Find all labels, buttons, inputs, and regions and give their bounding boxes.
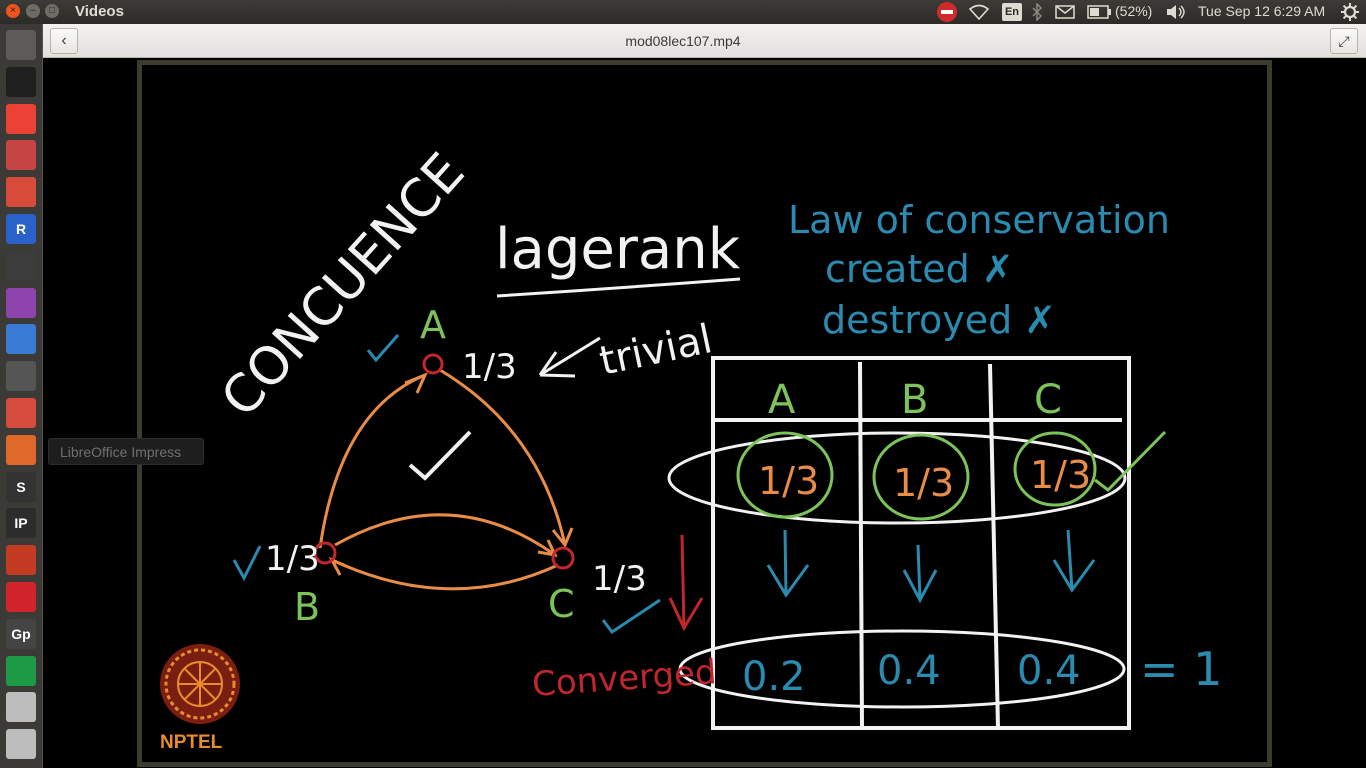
table-header-a: A [768,377,796,423]
table-header-b: B [901,377,928,423]
volume-icon[interactable] [1165,4,1187,20]
initial-circle-c [1013,431,1097,507]
arrow-to-trivial [538,336,601,378]
edge-c-b-arrowhead [328,556,347,576]
drive-icon[interactable] [6,692,36,723]
nptel-logo [160,644,240,724]
app-title: Videos [75,3,124,20]
node-b [313,541,337,565]
edge-a-c-arrowhead [551,527,574,548]
opera-icon[interactable] [6,582,36,612]
sublime-icon[interactable]: S [6,471,36,502]
battery-icon[interactable] [1087,5,1113,19]
gear-icon[interactable] [1341,3,1359,21]
edge-b-a [318,373,426,549]
header-bar: ‹ mod08lec107.mp4 ⤢ [0,24,1366,58]
converged-value-c: 0.4 [1017,648,1081,694]
close-button[interactable]: × [6,4,20,18]
launcher-tooltip: LibreOffice Impress [48,438,204,465]
initial-circle-a [736,431,834,519]
arrow-converged [668,534,704,632]
calc-icon[interactable] [6,655,36,686]
check-center [408,430,472,481]
label-b: B [294,585,320,629]
clapper-icon[interactable] [6,250,36,281]
law-line2: created ✗ [825,247,1014,291]
label-c: C [548,582,575,626]
ipython-icon[interactable]: IP [6,508,36,539]
initial-value-b: 1/3 [893,461,954,505]
check-c [601,598,661,635]
label-a: A [420,303,446,347]
rank-c: 1/3 [592,559,647,599]
table-col-line-1 [858,361,864,729]
initial-row-ellipse [667,431,1127,525]
check-initial [1094,430,1167,492]
mail-icon[interactable] [1055,5,1075,19]
network-icon[interactable] [6,545,36,576]
converged-value-b: 0.4 [877,648,941,694]
table-outline [711,356,1131,730]
chrome-icon[interactable] [6,103,36,134]
edge-a-c [439,368,567,546]
check-b [232,545,262,582]
converged-label: Converged [531,652,718,705]
gmail-icon[interactable] [6,398,36,428]
initial-value-c: 1/3 [1030,453,1091,497]
fullscreen-button[interactable]: ⤢ [1330,28,1358,54]
writer-doc-icon[interactable] [6,324,36,355]
r-icon[interactable]: R [6,214,36,244]
edge-b-c [334,513,556,557]
dash-icon[interactable] [6,30,36,60]
text-editor-icon[interactable] [6,361,36,392]
check-a [366,334,400,363]
bluetooth-icon[interactable] [1030,3,1044,21]
trivial-note: trivial [596,316,717,385]
top-panel: × – □ Videos En (52%) Tue Sep 12 6:29 AM [0,0,1366,24]
minimize-button[interactable]: – [26,4,40,18]
files-icon[interactable] [6,140,36,171]
edge-c-b [331,558,559,591]
back-button[interactable]: ‹ [50,28,78,54]
clock[interactable]: Tue Sep 12 6:29 AM [1198,3,1326,19]
converged-value-a: 0.2 [742,654,806,700]
wifi-icon[interactable] [968,4,990,20]
video-player[interactable] [43,58,1366,768]
battery-percentage: (52%) [1115,3,1153,19]
document-viewer-icon[interactable] [6,177,36,208]
arrow-down-a [766,529,810,598]
initial-value-a: 1/3 [758,459,819,503]
law-line3: destroyed ✗ [822,298,1056,342]
table-header-c: C [1034,377,1062,423]
do-not-disturb-icon[interactable] [937,2,957,22]
law-line1: Law of conservation [788,198,1170,242]
sum-equals-one: = 1 [1140,642,1222,696]
nptel-wordmark: NPTEL [160,732,223,753]
rank-a: 1/3 [462,347,517,387]
node-c [551,546,575,570]
impress-icon[interactable] [6,434,36,465]
arrow-down-b [902,544,938,604]
drive2-icon[interactable] [6,729,36,760]
terminal-icon[interactable] [6,66,36,97]
maximize-button[interactable]: □ [45,4,59,18]
video-editor-icon[interactable] [6,287,36,318]
video-frame-border [137,60,1272,767]
side-word: CONCUENCE [210,142,476,428]
rank-b: 1/3 [265,539,320,579]
table-col-line-2 [988,363,1000,729]
title-underline [496,277,741,298]
gephi-icon[interactable]: Gp [6,618,36,649]
arrow-down-c [1052,529,1096,593]
video-file-title: mod08lec107.mp4 [625,33,741,49]
lecture-title: lagerank [495,217,741,282]
converged-row-ellipse [678,629,1126,709]
edge-b-a-arrowhead [404,372,428,394]
keyboard-layout-indicator[interactable]: En [1002,3,1022,21]
initial-circle-b [872,433,970,521]
launcher: R S IP Gp [0,24,43,768]
node-a [422,353,444,375]
